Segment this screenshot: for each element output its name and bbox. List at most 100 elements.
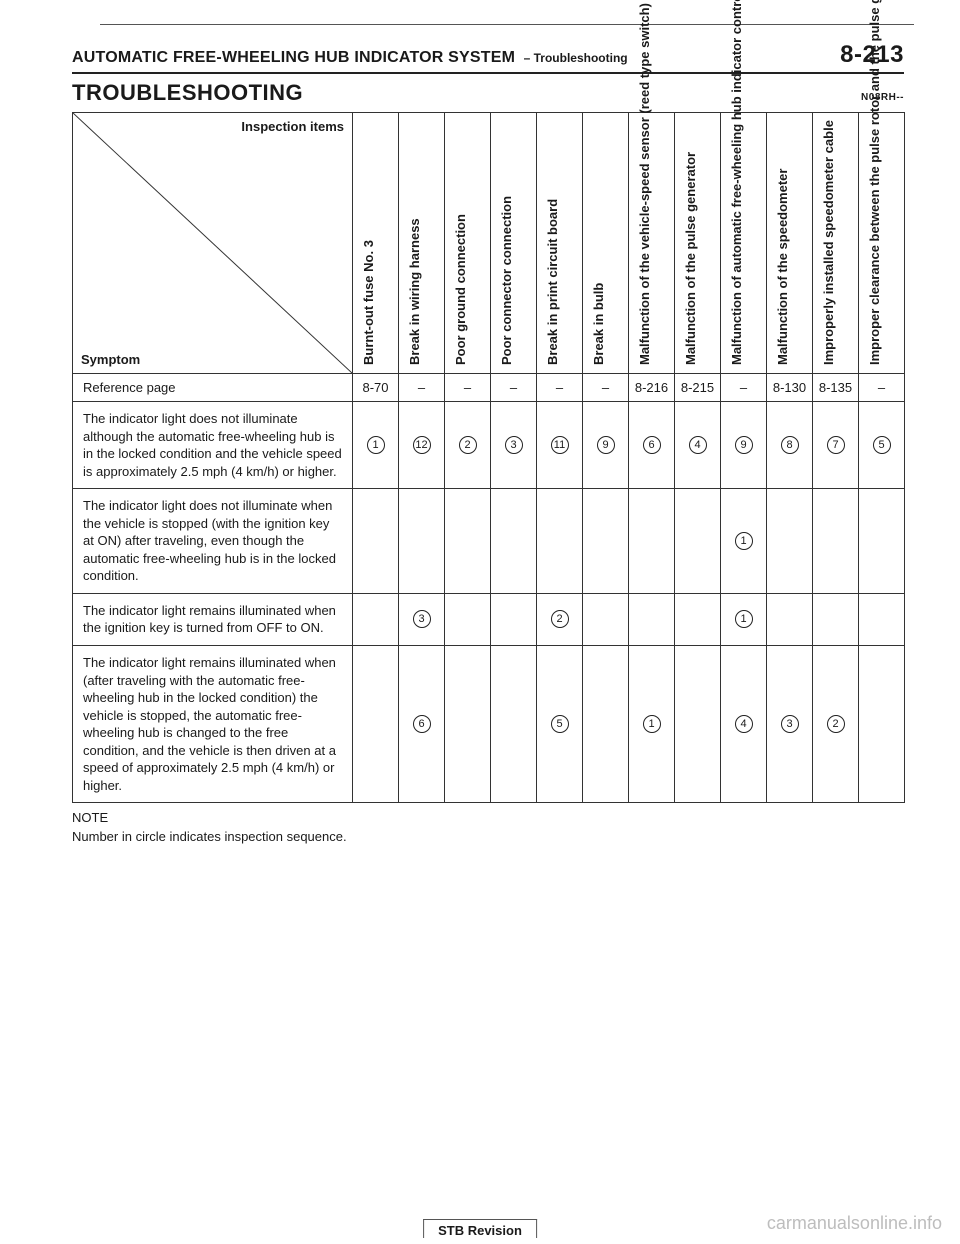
sequence-cell [629,593,675,645]
sequence-number: 2 [827,715,845,733]
sequence-number: 6 [413,715,431,733]
sequence-cell [859,646,905,803]
sequence-cell: 9 [721,402,767,489]
sequence-cell [491,646,537,803]
col-header: Malfunction of automatic free-wheeling h… [721,113,767,374]
ref-cell: – [583,374,629,402]
sequence-cell [491,593,537,645]
sequence-cell [675,646,721,803]
sequence-cell [445,646,491,803]
col-header: Break in print circuit board [537,113,583,374]
reference-label: Reference page [73,374,353,402]
sequence-cell: 1 [721,593,767,645]
sequence-number: 5 [551,715,569,733]
ref-cell: – [859,374,905,402]
page-header: AUTOMATIC FREE-WHEELING HUB INDICATOR SY… [72,41,904,74]
col-header: Burnt-out fuse No. 3 [353,113,399,374]
note-label: NOTE [72,809,904,827]
ref-cell: – [445,374,491,402]
sequence-cell [353,489,399,594]
symptom-cell: The indicator light does not illuminate … [73,402,353,489]
sequence-number: 3 [413,610,431,628]
section-heading: TROUBLESHOOTING N08RH-- [72,80,904,106]
sequence-number: 2 [459,436,477,454]
sequence-cell: 2 [813,646,859,803]
header-subtitle: – Troubleshooting [524,51,628,65]
table-row: The indicator light does not illuminate … [73,489,905,594]
sequence-cell [813,489,859,594]
ref-cell: 8-130 [767,374,813,402]
sequence-cell: 6 [399,646,445,803]
sequence-number: 6 [643,436,661,454]
sequence-cell [629,489,675,594]
sequence-number: 11 [551,436,569,454]
sequence-cell: 8 [767,402,813,489]
sequence-cell [583,646,629,803]
header-left: AUTOMATIC FREE-WHEELING HUB INDICATOR SY… [72,49,628,67]
reference-row: Reference page 8-70 – – – – – 8-216 8-21… [73,374,905,402]
col-header: Improperly installed speedometer cable [813,113,859,374]
sequence-cell: 6 [629,402,675,489]
sequence-number: 3 [505,436,523,454]
sequence-cell [675,489,721,594]
sequence-cell: 3 [399,593,445,645]
table-row: The indicator light does not illuminate … [73,402,905,489]
corner-top-label: Inspection items [241,119,344,134]
table-row: The indicator light remains illuminated … [73,593,905,645]
col-header: Poor ground connection [445,113,491,374]
table-body: Reference page 8-70 – – – – – 8-216 8-21… [73,374,905,803]
col-header: Improper clearance between the pulse rot… [859,113,905,374]
sequence-cell: 3 [767,646,813,803]
sequence-number: 1 [643,715,661,733]
sequence-cell [399,489,445,594]
sequence-cell [859,593,905,645]
symptom-cell: The indicator light does not illuminate … [73,489,353,594]
col-header: Poor connector connection [491,113,537,374]
sequence-number: 9 [735,436,753,454]
sequence-cell [767,489,813,594]
sequence-number: 1 [367,436,385,454]
sequence-number: 7 [827,436,845,454]
watermark: carmanualsonline.info [767,1213,942,1234]
sequence-cell: 1 [353,402,399,489]
ref-cell: – [399,374,445,402]
note-block: NOTE Number in circle indicates inspecti… [72,809,904,845]
sequence-cell: 5 [859,402,905,489]
sequence-cell: 2 [537,593,583,645]
col-header: Malfunction of the speedometer [767,113,813,374]
sequence-cell: 3 [491,402,537,489]
sequence-number: 1 [735,610,753,628]
sequence-number: 1 [735,532,753,550]
header-row: Inspection items Symptom Burnt-out fuse … [73,113,905,374]
ref-cell: – [491,374,537,402]
ref-cell: – [721,374,767,402]
col-header: Malfunction of the pulse generator [675,113,721,374]
corner-cell: Inspection items Symptom [73,113,353,374]
sequence-cell: 11 [537,402,583,489]
sequence-cell: 1 [721,489,767,594]
sequence-number: 3 [781,715,799,733]
sequence-cell [353,593,399,645]
sequence-number: 8 [781,436,799,454]
symptom-cell: The indicator light remains illuminated … [73,593,353,645]
sequence-cell: 4 [721,646,767,803]
header-title: AUTOMATIC FREE-WHEELING HUB INDICATOR SY… [72,49,515,66]
footer-revision: STB Revision [423,1219,537,1238]
sequence-cell [583,593,629,645]
sequence-cell: 7 [813,402,859,489]
note-text: Number in circle indicates inspection se… [72,828,904,846]
sequence-cell [445,593,491,645]
sequence-cell: 2 [445,402,491,489]
sequence-number: 5 [873,436,891,454]
sequence-cell: 9 [583,402,629,489]
sequence-cell [813,593,859,645]
sequence-cell [537,489,583,594]
sequence-cell: 5 [537,646,583,803]
sequence-cell: 4 [675,402,721,489]
ref-cell: 8-70 [353,374,399,402]
sequence-cell [859,489,905,594]
sequence-cell: 12 [399,402,445,489]
col-header: Malfunction of the vehicle-speed sensor … [629,113,675,374]
ref-cell: 8-215 [675,374,721,402]
col-header: Break in bulb [583,113,629,374]
